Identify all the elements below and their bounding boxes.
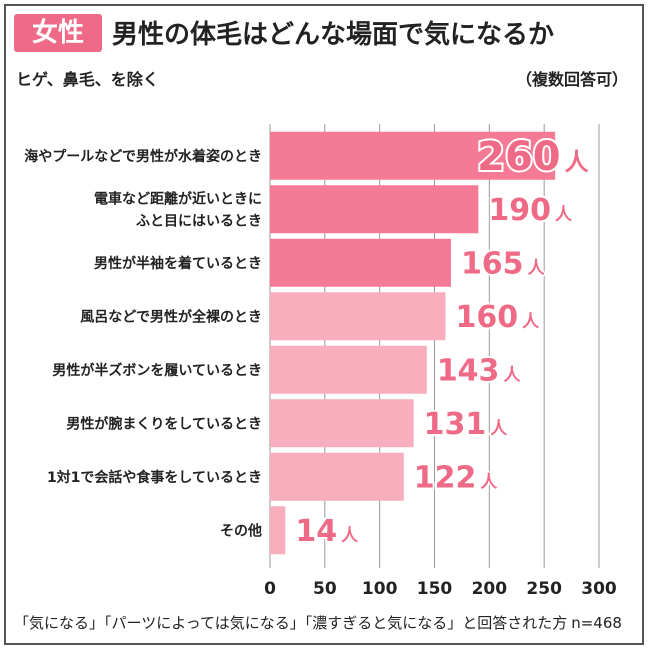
x-tick-label: 300 (581, 579, 617, 599)
chart-title: 男性の体毛はどんな場面で気になるか (112, 20, 555, 50)
bar (270, 452, 404, 501)
category-label: 風呂などで男性が全裸のとき (80, 308, 262, 325)
data-label-value: 122 (414, 461, 477, 496)
data-label-value: 160 (455, 300, 518, 335)
category-label-line: 男性が腕まくりをしているとき (66, 415, 262, 432)
data-label-unit: 人 (565, 148, 589, 176)
data-label: 131 人 (424, 407, 509, 442)
category-label: 海やプールなどで男性が水着姿のとき (24, 148, 262, 165)
category-label: その他 (220, 522, 262, 539)
category-label-line: 1対1で会話や食事をしているとき (47, 469, 262, 486)
bar (270, 399, 414, 448)
category-label: 男性が腕まくりをしているとき (66, 415, 262, 432)
gender-badge: 女性 (14, 14, 102, 52)
bar (270, 506, 286, 555)
data-label-unit: 人 (528, 259, 546, 279)
bar (270, 185, 479, 234)
data-label-value: 165 (461, 247, 524, 282)
data-label-value: 260 (477, 134, 560, 180)
category-label-line: 男性が半ズボンを履いているとき (52, 362, 262, 379)
footer-description: 「気になる」「パーツによっては気になる」「濃すぎると気になる」と回答された方 (14, 614, 568, 632)
data-label: 165 人 (461, 247, 546, 282)
multiple-answer-note: （複数回答可） (515, 70, 628, 89)
bar (270, 131, 556, 180)
chart-subtitle: ヒゲ、鼻毛、を除く (16, 70, 159, 89)
data-label-unit: 人 (490, 419, 508, 439)
category-label-line: 男性が半袖を着ているとき (94, 255, 262, 272)
data-label: 122 人 (414, 461, 499, 496)
data-label-value: 190 (488, 193, 551, 228)
bar (270, 292, 446, 341)
category-label: 電車など距離が近いときにふと目にはいるとき (94, 190, 262, 229)
category-label-line: ふと目にはいるとき (136, 213, 262, 229)
category-label-line: 電車など距離が近いときに (94, 190, 262, 207)
chart-footer: 「気になる」「パーツによっては気になる」「濃すぎると気になる」と回答された方 n=… (14, 612, 622, 633)
data-label-unit: 人 (341, 526, 359, 546)
data-label-unit: 人 (555, 205, 573, 225)
data-label: 14 人 (295, 514, 359, 549)
category-label-line: 海やプールなどで男性が水着姿のとき (24, 148, 262, 165)
x-tick-label: 150 (417, 579, 453, 599)
data-label-value: 14 (295, 514, 337, 549)
x-tick-label: 100 (362, 579, 398, 599)
category-label-line: その他 (220, 522, 262, 539)
category-label: 1対1で会話や食事をしているとき (47, 469, 262, 486)
data-label-value: 143 (437, 354, 500, 389)
data-label-unit: 人 (480, 473, 498, 493)
bar (270, 238, 451, 287)
category-label-line: 風呂などで男性が全裸のとき (80, 308, 262, 325)
category-label: 男性が半ズボンを履いているとき (52, 362, 262, 379)
bar (270, 345, 427, 394)
sample-size: n=468 (571, 614, 622, 632)
category-label: 男性が半袖を着ているとき (94, 255, 262, 272)
x-tick-label: 0 (264, 579, 276, 599)
x-tick-label: 50 (313, 579, 337, 599)
data-label-value: 131 (424, 407, 487, 442)
data-label-unit: 人 (503, 366, 521, 386)
data-label: 260 人 (477, 134, 588, 180)
x-tick-label: 200 (472, 579, 508, 599)
data-label: 143 人 (437, 354, 522, 389)
data-label-unit: 人 (522, 312, 540, 332)
x-tick-label: 250 (526, 579, 562, 599)
data-label: 190 人 (488, 193, 573, 228)
data-label: 160 人 (455, 300, 540, 335)
